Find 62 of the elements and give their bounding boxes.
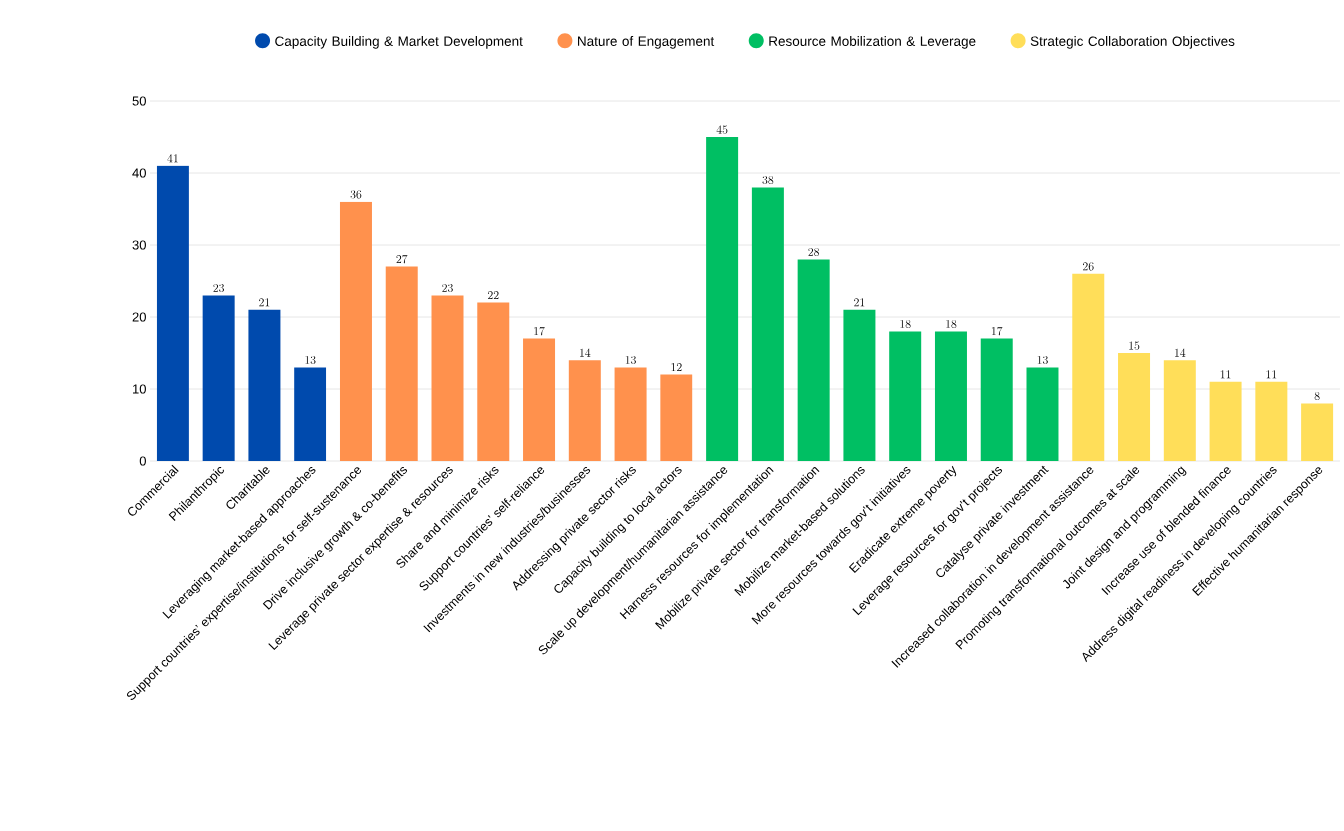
- data-label: 38: [762, 175, 774, 185]
- data-label: 22: [487, 291, 499, 300]
- bar: [751, 187, 784, 461]
- legend-label: Resource Mobilization & Leverage: [769, 36, 976, 49]
- data-label: 28: [808, 247, 820, 257]
- bar: [523, 338, 556, 461]
- legend-label: Nature of Engagement: [578, 36, 715, 49]
- data-label: 23: [213, 283, 225, 293]
- bar: [889, 331, 922, 461]
- bar: [1118, 353, 1151, 461]
- bar: [339, 201, 372, 461]
- bar: [1255, 381, 1288, 461]
- data-label: 13: [305, 355, 316, 365]
- bar: [934, 331, 967, 461]
- bar: [385, 266, 418, 461]
- data-label: 18: [900, 319, 911, 329]
- data-label: 13: [625, 355, 636, 365]
- bar: [248, 309, 281, 461]
- data-label: 17: [534, 326, 545, 336]
- y-tick-label: 0: [139, 456, 146, 466]
- bar: [980, 338, 1013, 461]
- data-label: 14: [580, 348, 591, 357]
- bar: [568, 360, 601, 461]
- bar: [156, 165, 189, 461]
- y-tick-label: 50: [132, 96, 146, 106]
- data-label: 41: [167, 154, 178, 163]
- bar: [797, 259, 830, 461]
- data-label: 11: [1220, 370, 1231, 379]
- data-label: 21: [259, 298, 270, 307]
- y-tick-label: 10: [133, 384, 146, 394]
- data-label: 18: [946, 319, 957, 329]
- y-tick-label: 30: [132, 240, 146, 250]
- legend-label: Strategic Collaboration Objectives: [1030, 36, 1235, 49]
- y-tick-label: 40: [132, 168, 146, 178]
- bar: [706, 137, 739, 461]
- bar: [1163, 360, 1196, 461]
- data-label: 17: [991, 326, 1003, 336]
- data-label: 26: [1082, 262, 1094, 271]
- bar: [614, 367, 647, 461]
- bar: [1072, 273, 1105, 461]
- data-label: 13: [1037, 355, 1048, 365]
- legend-label: Capacity Building & Market Development: [275, 36, 523, 49]
- y-tick-label: 20: [132, 312, 146, 322]
- data-label: 27: [396, 254, 408, 264]
- bar: [294, 367, 327, 461]
- bar: [1026, 367, 1059, 461]
- data-label: 21: [854, 298, 865, 307]
- data-label: 14: [1175, 348, 1186, 357]
- data-label: 36: [350, 190, 362, 199]
- data-label: 12: [671, 363, 682, 372]
- bar: [1209, 381, 1242, 461]
- bar: [1301, 403, 1334, 461]
- data-label: 8: [1314, 391, 1320, 401]
- bar: [660, 374, 693, 461]
- data-label: 11: [1266, 370, 1277, 379]
- bar: [431, 295, 464, 461]
- data-label: 45: [716, 125, 728, 134]
- bar: [843, 309, 876, 461]
- data-label: 23: [442, 283, 453, 293]
- bar: [477, 302, 510, 461]
- bar: [202, 295, 235, 461]
- data-label: 15: [1129, 341, 1140, 350]
